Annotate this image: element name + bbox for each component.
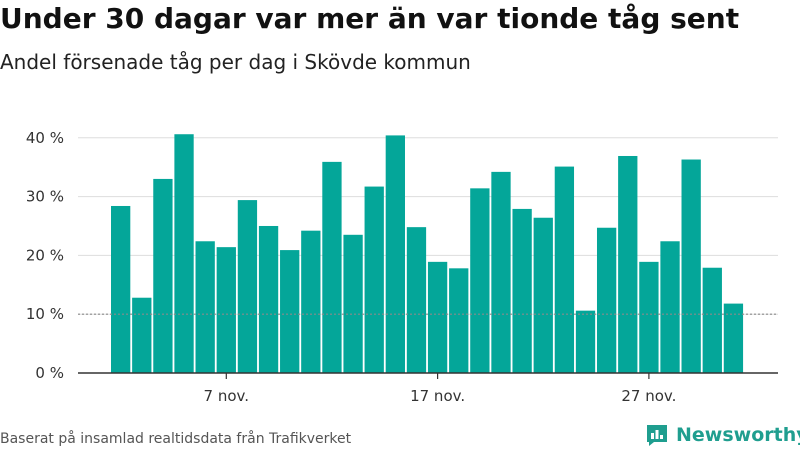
bar [301,230,321,373]
bar [554,166,575,373]
bar [385,135,405,373]
bar [427,261,448,373]
bar [639,261,659,373]
x-tick-label: 7 nov. [204,387,249,405]
bar [322,161,342,373]
y-tick-label: 20 % [26,246,64,264]
bar [449,268,469,373]
y-tick-label: 0 % [35,364,64,382]
chart-subtitle: Andel försenade tåg per dag i Skövde kom… [0,50,471,74]
bar [174,134,194,373]
bar [216,247,236,373]
bar [575,310,596,373]
brand-name: Newsworthy [676,424,800,446]
brand-logo: Newsworthy [644,420,800,450]
y-tick-label: 10 % [26,305,64,323]
bar [406,227,427,373]
y-tick-label: 30 % [26,188,64,206]
bar [702,267,722,373]
bar [681,159,701,373]
bar [195,241,215,373]
bar [153,178,173,373]
x-tick-label: 27 nov. [621,387,676,405]
chart-title: Under 30 dagar var mer än var tionde tåg… [0,2,740,35]
bar [618,155,638,373]
bar [596,227,617,373]
bar [660,241,680,373]
bars [111,134,744,373]
axes: 0 % 10 % 20 % 30 % 40 % 7 nov. 17 nov. 27 nov. [26,129,778,405]
y-tick-label: 40 % [26,129,64,147]
bar [111,205,131,373]
bar [258,225,279,373]
bar [132,297,152,373]
bar [533,217,553,373]
bar [723,303,744,373]
newsworthy-logo-icon [647,425,667,446]
bar [364,186,384,373]
bar [512,208,532,373]
bar [491,171,511,373]
bar [280,250,300,373]
bar [470,188,490,373]
x-tick-label: 17 nov. [410,387,465,405]
bar [237,200,258,373]
source-note: Baserat på insamlad realtidsdata från Tr… [0,431,352,447]
bar [343,234,363,373]
